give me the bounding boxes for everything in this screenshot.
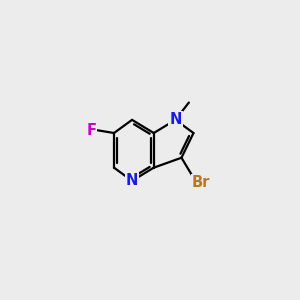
Text: Br: Br [192, 175, 210, 190]
Text: F: F [86, 123, 96, 138]
Text: N: N [126, 173, 138, 188]
Text: N: N [169, 112, 182, 128]
